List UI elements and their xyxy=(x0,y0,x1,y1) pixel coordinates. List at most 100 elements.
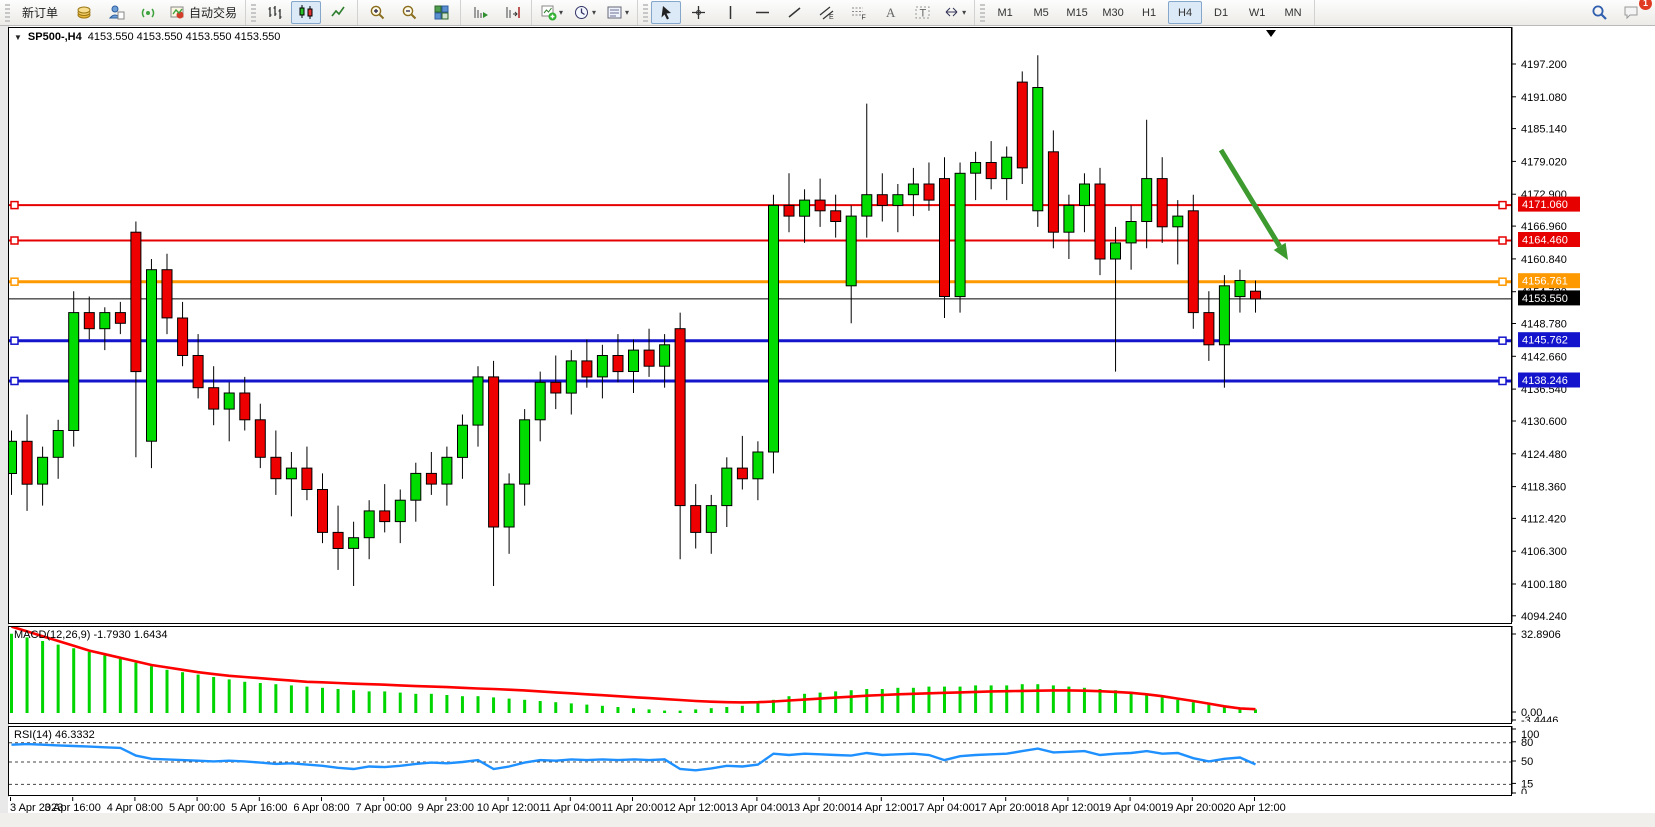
main-chart-panel[interactable] xyxy=(6,27,1512,624)
svg-text:4179.020: 4179.020 xyxy=(1521,156,1567,168)
toolbar-group-charttype xyxy=(246,0,359,25)
svg-text:0.00: 0.00 xyxy=(1521,707,1542,719)
svg-text:5 Apr 00:00: 5 Apr 00:00 xyxy=(169,802,225,813)
hline-4145.762[interactable] xyxy=(9,336,1511,345)
cursor-icon[interactable] xyxy=(651,1,682,24)
trend-arrow-annotation[interactable] xyxy=(1218,148,1288,260)
price-tag-4156.761: 4156.761 xyxy=(1518,273,1580,289)
svg-text:32.8906: 32.8906 xyxy=(1521,629,1561,641)
timeframe-M5-button[interactable]: M5 xyxy=(1033,6,1049,19)
timeframe-M15-button[interactable]: M15 xyxy=(1066,6,1088,19)
vline-icon[interactable] xyxy=(715,1,745,24)
hline-4138.246[interactable] xyxy=(9,376,1511,386)
chat-icon[interactable]: 1 xyxy=(1616,0,1652,24)
zoom-in-icon[interactable] xyxy=(362,1,392,24)
timeframe-W1-button[interactable]: W1 xyxy=(1248,6,1266,19)
new-order-button[interactable]: 新订单 xyxy=(13,1,67,24)
macd-axis-canvas: 32.8906 0.00-3.4446 xyxy=(1511,626,1561,727)
svg-text:7 Apr 00:00: 7 Apr 00:00 xyxy=(356,802,412,813)
svg-text:0: 0 xyxy=(1521,787,1527,794)
macd-panel[interactable] xyxy=(8,625,1512,724)
rsi-canvas[interactable] xyxy=(9,727,1511,795)
chart-expand-icon[interactable]: ▼ xyxy=(14,32,22,42)
svg-text:4142.660: 4142.660 xyxy=(1521,351,1567,363)
svg-text:11 Apr 04:00: 11 Apr 04:00 xyxy=(540,802,602,813)
accounts-person-icon[interactable] xyxy=(101,1,131,24)
macd-canvas[interactable] xyxy=(9,625,1511,723)
timeframe-M1-button[interactable]: M1 xyxy=(997,6,1013,19)
svg-text:80: 80 xyxy=(1521,737,1533,749)
price-tag-4164.460: 4164.460 xyxy=(1518,232,1580,247)
deposit-coins-icon[interactable] xyxy=(69,1,99,24)
hline-4164.460[interactable] xyxy=(9,236,1511,245)
line-chart-icon[interactable] xyxy=(323,1,353,24)
rsi-line xyxy=(11,742,1256,772)
tile-windows-icon[interactable] xyxy=(426,1,456,24)
svg-text:4148.780: 4148.780 xyxy=(1521,319,1567,331)
hline-4156.761[interactable] xyxy=(9,277,1511,286)
bar-chart-icon[interactable] xyxy=(259,1,289,24)
chart-title: ▼ SP500-,H4 4153.550 4153.550 4153.550 4… xyxy=(14,31,280,43)
fibonacci-icon[interactable]: F xyxy=(843,1,873,24)
rsi-panel[interactable] xyxy=(8,726,1512,796)
timeframe-M30-button[interactable]: M30 xyxy=(1102,6,1124,19)
svg-text:4160.840: 4160.840 xyxy=(1521,254,1567,266)
svg-text:T: T xyxy=(919,8,926,20)
hline-icon[interactable] xyxy=(747,1,777,24)
timeframe-D1-button[interactable]: D1 xyxy=(1214,6,1229,19)
text-a-icon[interactable]: A xyxy=(875,1,905,24)
timeframe-H4-button[interactable]: H4 xyxy=(1168,1,1203,24)
svg-text:15: 15 xyxy=(1521,778,1533,790)
chevron-down-icon: ▾ xyxy=(559,8,564,17)
periods-clock-icon[interactable]: ▾ xyxy=(569,1,600,24)
auto-scroll-icon[interactable] xyxy=(465,1,495,24)
main-toolbar: 新订单 自动交易 ▾ ▾ ▾ E F A T ▾ M1 M5 M15 M30 H1 H4 D1 W1 MN 1 xyxy=(0,0,1655,26)
macd-axis: 32.8906 0.00 -3.4446 xyxy=(1511,626,1655,727)
timeframe-H1-button[interactable]: H1 xyxy=(1142,6,1157,19)
templates-icon[interactable]: ▾ xyxy=(602,1,633,24)
symbol-label: SP500-,H4 xyxy=(27,31,82,43)
signal-broadcast-icon[interactable] xyxy=(133,1,163,24)
candle-chart-icon[interactable] xyxy=(291,1,322,24)
chart-shift-marker[interactable] xyxy=(1266,30,1276,37)
svg-text:13 Apr 04:00: 13 Apr 04:00 xyxy=(726,802,788,813)
timeframe-MN-button[interactable]: MN xyxy=(1284,6,1302,19)
svg-text:9 Apr 23:00: 9 Apr 23:00 xyxy=(418,802,474,813)
svg-text:4112.420: 4112.420 xyxy=(1521,513,1566,525)
trendline-icon[interactable] xyxy=(779,1,809,24)
svg-text:4166.960: 4166.960 xyxy=(1521,221,1567,233)
status-strip xyxy=(0,813,1655,827)
svg-text:19 Apr 20:00: 19 Apr 20:00 xyxy=(1161,802,1223,813)
svg-text:10 Apr 12:00: 10 Apr 12:00 xyxy=(477,802,539,813)
macd-signal-line xyxy=(11,625,1256,711)
svg-text:17 Apr 04:00: 17 Apr 04:00 xyxy=(912,802,974,813)
crosshair-icon[interactable] xyxy=(683,1,713,24)
auto-trading-button[interactable]: 自动交易 xyxy=(165,1,241,24)
svg-text:4185.140: 4185.140 xyxy=(1521,124,1567,136)
chevron-down-icon: ▾ xyxy=(962,8,967,17)
svg-text:A: A xyxy=(886,5,896,20)
search-icon[interactable] xyxy=(1584,1,1614,24)
svg-text:20 Apr 12:00: 20 Apr 12:00 xyxy=(1223,802,1285,813)
candlestick-canvas[interactable] xyxy=(6,28,1511,623)
svg-text:3 Apr 16:00: 3 Apr 16:00 xyxy=(45,802,101,813)
svg-text:4191.080: 4191.080 xyxy=(1521,92,1567,104)
chart-shift-icon[interactable] xyxy=(497,1,527,24)
svg-text:12 Apr 12:00: 12 Apr 12:00 xyxy=(664,802,726,813)
svg-text:E: E xyxy=(829,14,834,21)
svg-text:3 Apr 2023: 3 Apr 2023 xyxy=(10,802,63,813)
hline-4171.060[interactable] xyxy=(9,200,1511,210)
auto-trading-label: 自动交易 xyxy=(189,6,238,20)
label-t-icon[interactable]: T xyxy=(907,1,937,24)
ohlc-values: 4153.550 4153.550 4153.550 4153.550 xyxy=(87,31,281,43)
shapes-icon[interactable]: ▾ xyxy=(939,1,970,24)
zoom-out-icon[interactable] xyxy=(394,1,424,24)
svg-text:4124.480: 4124.480 xyxy=(1521,449,1567,461)
new-chart-icon[interactable]: ▾ xyxy=(536,1,567,24)
time-axis: 3 Apr 2023 3 Apr 16:00 4 Apr 08:00 5 Apr 00… xyxy=(8,797,1512,814)
svg-text:4197.200: 4197.200 xyxy=(1521,59,1567,71)
channel-icon[interactable]: E xyxy=(811,1,841,24)
toolbar-group-timeframes: M1 M5 M15 M30 H1 H4 D1 W1 MN xyxy=(975,0,1316,25)
svg-text:-3.4446: -3.4446 xyxy=(1521,715,1558,722)
